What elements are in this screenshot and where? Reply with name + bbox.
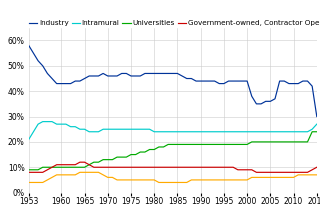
Industry — [115, 75, 119, 77]
All Other — [176, 181, 180, 184]
Universities — [227, 143, 230, 146]
Government-owned, Contractor Operated Laboratories — [231, 166, 235, 169]
Intramural — [310, 128, 314, 131]
Government-owned, Contractor Operated Laboratories — [315, 166, 319, 169]
All Other — [315, 174, 319, 176]
Line: Intramural: Intramural — [29, 122, 317, 139]
Government-owned, Contractor Operated Laboratories — [166, 166, 170, 169]
Industry — [162, 72, 165, 75]
Intramural — [315, 123, 319, 125]
Industry — [310, 85, 314, 87]
Universities — [106, 158, 110, 161]
All Other — [166, 181, 170, 184]
All Other — [27, 181, 31, 184]
Intramural — [231, 131, 235, 133]
Government-owned, Contractor Operated Laboratories — [27, 171, 31, 174]
All Other — [231, 179, 235, 181]
Intramural — [27, 138, 31, 141]
Government-owned, Contractor Operated Laboratories — [310, 168, 314, 171]
All Other — [310, 174, 314, 176]
All Other — [110, 176, 114, 179]
Government-owned, Contractor Operated Laboratories — [176, 166, 180, 169]
Universities — [27, 168, 31, 171]
All Other — [120, 179, 124, 181]
Line: Universities: Universities — [29, 132, 317, 170]
Universities — [315, 131, 319, 133]
Line: Industry: Industry — [29, 46, 317, 117]
Industry — [227, 80, 230, 82]
Line: Government-owned, Contractor Operated Laboratories: Government-owned, Contractor Operated La… — [29, 162, 317, 172]
Government-owned, Contractor Operated Laboratories — [78, 161, 82, 163]
Intramural — [120, 128, 124, 131]
Intramural — [41, 120, 45, 123]
Government-owned, Contractor Operated Laboratories — [120, 166, 124, 169]
Industry — [315, 115, 319, 118]
Line: All Other: All Other — [29, 172, 317, 183]
Intramural — [166, 131, 170, 133]
Intramural — [110, 128, 114, 131]
Universities — [115, 156, 119, 158]
Universities — [310, 131, 314, 133]
All Other — [78, 171, 82, 174]
Industry — [27, 44, 31, 47]
Universities — [306, 141, 309, 143]
Government-owned, Contractor Operated Laboratories — [110, 166, 114, 169]
Universities — [162, 146, 165, 148]
Industry — [171, 72, 175, 75]
Industry — [106, 75, 110, 77]
Intramural — [176, 131, 180, 133]
Universities — [171, 143, 175, 146]
Legend: Industry, Intramural, Universities, Government-owned, Contractor Operated Labora: Industry, Intramural, Universities, Gove… — [29, 20, 320, 26]
